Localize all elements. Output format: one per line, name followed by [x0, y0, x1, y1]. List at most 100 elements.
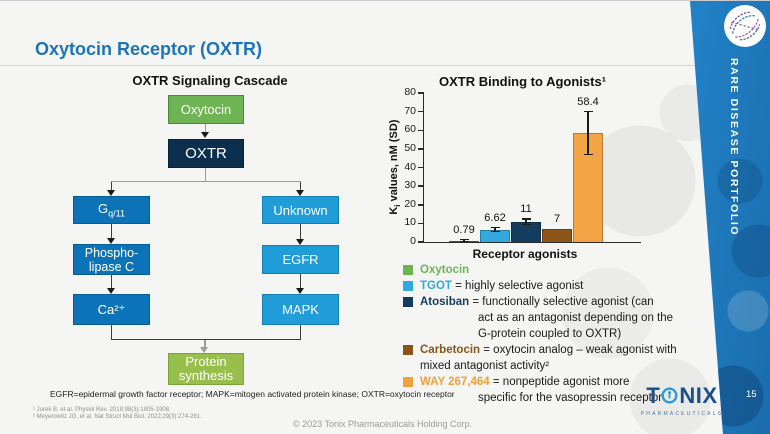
arrow-down-icon: [200, 347, 208, 353]
tonix-logo: T NIX PHARMACEUTICALS: [628, 382, 736, 417]
arrow-down-icon: [201, 132, 209, 138]
node-gq11: Gq/11: [73, 196, 150, 224]
node-phospholipase-c: Phospho- lipase C: [73, 244, 150, 275]
legend-line: G-protein coupled to OXTR): [478, 328, 622, 340]
error-bar: [494, 227, 496, 232]
banner-text: RARE DISEASE PORTFOLIO: [728, 58, 740, 237]
page-number: 15: [746, 389, 757, 400]
legend-swatch: [403, 345, 413, 355]
legend-name: Oxytocin: [420, 264, 470, 276]
error-bar-cap: [521, 223, 531, 225]
y-tick-label: 0: [410, 235, 416, 247]
error-bar-cap: [490, 230, 500, 233]
y-tick-label: 40: [404, 160, 416, 173]
legend-item-Carbetocin: Carbetocin = oxytocin analog – weak agon…: [403, 342, 725, 374]
error-bar: [463, 239, 465, 242]
node-gq11-label: Gq/11: [98, 201, 125, 219]
legend-name: Atosiban: [420, 296, 470, 308]
connector-line: [111, 339, 301, 340]
connector-line: [300, 325, 301, 340]
y-tick-label: 70: [404, 104, 416, 117]
legend-line: TGOT = highly selective agonist: [420, 280, 584, 292]
header-divider: [0, 65, 770, 66]
arrow-down-icon: [107, 190, 115, 196]
error-bar-cap: [459, 238, 469, 241]
connector-line: [300, 182, 301, 190]
reference-footnote-1: ¹ Jurek B, et al. Physiol Rev. 2018;98(3…: [33, 407, 171, 413]
y-tick-mark: [418, 129, 424, 131]
connector-line: [111, 325, 112, 340]
y-tick-mark: [418, 166, 424, 169]
y-tick-mark: [418, 110, 424, 113]
arrow-down-icon: [296, 239, 304, 245]
node-calcium-label: Ca²⁺: [97, 301, 126, 317]
connector-line: [111, 275, 112, 288]
arrow-down-icon: [296, 288, 304, 294]
error-bar-cap: [521, 218, 531, 220]
legend-line: WAY 267,464 = nonpeptide agonist more: [420, 376, 630, 388]
dna-badge-icon: [723, 4, 767, 48]
connector-line: [204, 340, 206, 347]
node-egfr: EGFR: [262, 245, 339, 274]
error-bar-cap: [583, 110, 593, 113]
error-bar-cap: [459, 240, 469, 242]
connector-line: [111, 224, 112, 238]
tonix-logo-wordmark: T NIX: [628, 382, 736, 410]
bar-value-label: 7: [553, 212, 561, 225]
logo-letters-nix: NIX: [679, 383, 718, 408]
y-tick-label: 80: [404, 86, 416, 98]
error-bar-cap: [583, 153, 593, 156]
node-unknown: Unknown: [262, 196, 339, 224]
bar-value-label: 0.79: [453, 223, 475, 236]
legend-item-Oxytocin: Oxytocin: [403, 262, 725, 278]
legend-line: specific for the vasopressin receptor: [478, 392, 663, 404]
node-oxtr-label: OXTR: [185, 145, 227, 162]
bar-value-label: 6.62: [484, 211, 506, 224]
legend-swatch: [403, 297, 413, 307]
legend-item-TGOT: TGOT = highly selective agonist: [403, 278, 725, 294]
legend-swatch: [403, 265, 413, 275]
copyright-text: © 2023 Tonix Pharmaceuticals Holding Cor…: [292, 419, 473, 429]
legend-item-Atosiban: Atosiban = functionally selective agonis…: [403, 294, 725, 342]
legend-swatch: [403, 377, 413, 387]
error-bar: [525, 218, 527, 225]
node-oxytocin-label: Oxytocin: [180, 102, 232, 117]
y-tick-label: 60: [404, 123, 416, 136]
flask-circle-icon: [661, 384, 678, 410]
arrow-down-icon: [107, 238, 115, 244]
y-tick-label: 10: [404, 216, 416, 229]
arrow-down-icon: [107, 288, 115, 294]
logo-subtitle: PHARMACEUTICALS: [640, 411, 724, 417]
y-tick-mark: [418, 92, 424, 94]
chart-legend: Oxytocin TGOT = highly selective agonist A…: [403, 262, 725, 406]
bar-chart-plot: 0 10 20 30 40 50 60 70 80 0.79 6.62 11 7 58.4: [404, 86, 641, 247]
connector-line: [205, 168, 206, 182]
legend-item-text: WAY 267,464 = nonpeptide agonist more spe…: [420, 374, 662, 406]
node-protein-synthesis: Protein synthesis: [168, 353, 244, 385]
flowchart-title: OXTR Signaling Cascade: [132, 73, 288, 88]
legend-line: Atosiban = functionally selective agonis…: [420, 296, 654, 308]
abbreviation-footnote: EGFR=epidermal growth factor receptor; M…: [50, 389, 455, 399]
legend-item-text: Atosiban = functionally selective agonis…: [420, 294, 673, 342]
node-unknown-label: Unknown: [273, 202, 328, 218]
connector-line: [300, 274, 301, 288]
legend-item-text: Carbetocin = oxytocin analog – weak agon…: [420, 342, 677, 374]
y-tick-label: 20: [404, 197, 416, 210]
node-oxtr: OXTR: [168, 139, 244, 168]
legend-name: WAY 267,464: [420, 376, 490, 388]
connector-line: [300, 224, 301, 239]
legend-item-WAY 267,464: WAY 267,464 = nonpeptide agonist more spe…: [403, 374, 725, 406]
y-tick-mark: [418, 204, 424, 206]
chart-x-axis-label: Receptor agonists: [472, 247, 578, 261]
node-mapk-label: MAPK: [282, 302, 319, 317]
y-tick-label: 30: [404, 179, 416, 192]
node-plc-label: Phospho- lipase C: [84, 245, 139, 274]
legend-line: mixed antagonist activity²: [420, 360, 550, 372]
connector-line: [205, 124, 206, 133]
y-tick-mark: [418, 185, 424, 187]
legend-line: Oxytocin: [420, 262, 469, 278]
legend-name: Carbetocin: [420, 344, 481, 356]
legend-item-text: Oxytocin: [420, 262, 469, 278]
bar-Carbetocin: [542, 228, 572, 242]
